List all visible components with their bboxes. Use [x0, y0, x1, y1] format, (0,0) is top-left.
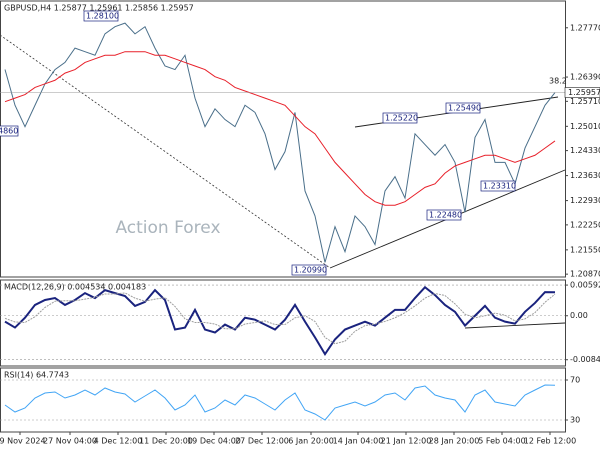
annotation-label: 4860	[0, 127, 18, 136]
series-line	[4, 384, 556, 421]
panel-title: RSI(14) 64.7743	[4, 371, 69, 380]
trend-line	[0, 34, 331, 269]
watermark: Action Forex	[115, 218, 220, 238]
x-tick-label: 5 Feb 04:00	[478, 437, 525, 446]
price-annotation: 1.25220	[382, 112, 418, 124]
y-tick-label: 1.24330	[570, 146, 600, 155]
y-tick-label: 1.22930	[570, 196, 600, 205]
series-line	[4, 292, 556, 345]
y-tick-label: 1.23630	[570, 171, 600, 180]
annotation-box	[480, 180, 516, 192]
panel-frame	[0, 279, 566, 367]
y-tick-label: 1.20870	[570, 270, 600, 279]
x-tick-label: 19 Nov 2024	[0, 437, 46, 446]
x-tick-label: 6 Jan 20:00	[288, 437, 334, 446]
price-annotation: 1.22480	[426, 209, 462, 221]
y-tick-label: 0.00	[570, 311, 588, 320]
annotation-label: 1.25490	[448, 104, 481, 113]
x-tick-label: 21 Jan 12:00	[381, 437, 432, 446]
price-annotation: 1.23310	[480, 180, 516, 192]
annotation-box	[291, 264, 327, 276]
fib-label: 38.2	[549, 77, 567, 86]
y-tick-label: 1.26390	[570, 73, 600, 82]
x-tick-label: 14 Jan 04:00	[333, 437, 384, 446]
panel-frame	[0, 367, 566, 433]
x-tick-label: 12 Feb 12:00	[524, 437, 576, 446]
y-tick-label: 0.005921	[570, 281, 600, 290]
annotation-box	[426, 209, 462, 221]
y-tick-label: 1.25710	[570, 97, 600, 106]
annotation-label: 1.28100	[86, 12, 119, 21]
price-annotation: 1.20990	[291, 264, 327, 276]
y-tick-label: 70	[570, 376, 580, 385]
annotation-box	[382, 112, 418, 124]
price-label: 1.25957	[568, 88, 600, 97]
x-tick-label: 28 Jan 20:00	[429, 437, 480, 446]
y-tick-label: -0.00849	[570, 355, 600, 364]
panel-title: GBPUSD,H4 1.25877 1.25961 1.25856 1.2595…	[4, 4, 194, 13]
panel-title: MACD(12,26,9) 0.004534 0.004183	[4, 283, 146, 292]
series-line	[4, 22, 556, 263]
x-tick-label: 27 Dec 12:00	[235, 437, 289, 446]
annotation-label: 1.20990	[294, 266, 327, 275]
y-tick-label: 30	[570, 416, 580, 425]
x-tick-label: 4 Dec 12:00	[94, 437, 143, 446]
annotation-box	[83, 10, 119, 22]
panel-frame	[0, 0, 566, 278]
x-tick-label: 11 Dec 20:00	[139, 437, 193, 446]
trend-line	[464, 322, 566, 329]
y-tick-label: 1.25010	[570, 122, 600, 131]
x-tick-label: 27 Nov 04:00	[43, 437, 97, 446]
annotation-box	[0, 125, 19, 137]
price-annotation: 1.25490	[445, 102, 481, 114]
y-tick-label: 1.21550	[570, 245, 600, 254]
annotation-label: 1.25220	[385, 114, 418, 123]
y-tick-label: 1.22250	[570, 220, 600, 229]
annotation-label: 1.23310	[483, 182, 516, 191]
x-tick-label: 19 Dec 04:00	[187, 437, 241, 446]
series-line	[4, 51, 556, 206]
annotation-label: 1.22480	[429, 211, 462, 220]
price-box	[564, 87, 600, 98]
price-annotation: 1.28100	[83, 10, 119, 22]
y-tick-label: 1.27770	[570, 23, 600, 32]
annotation-box	[445, 102, 481, 114]
price-annotation: 4860	[0, 125, 19, 137]
